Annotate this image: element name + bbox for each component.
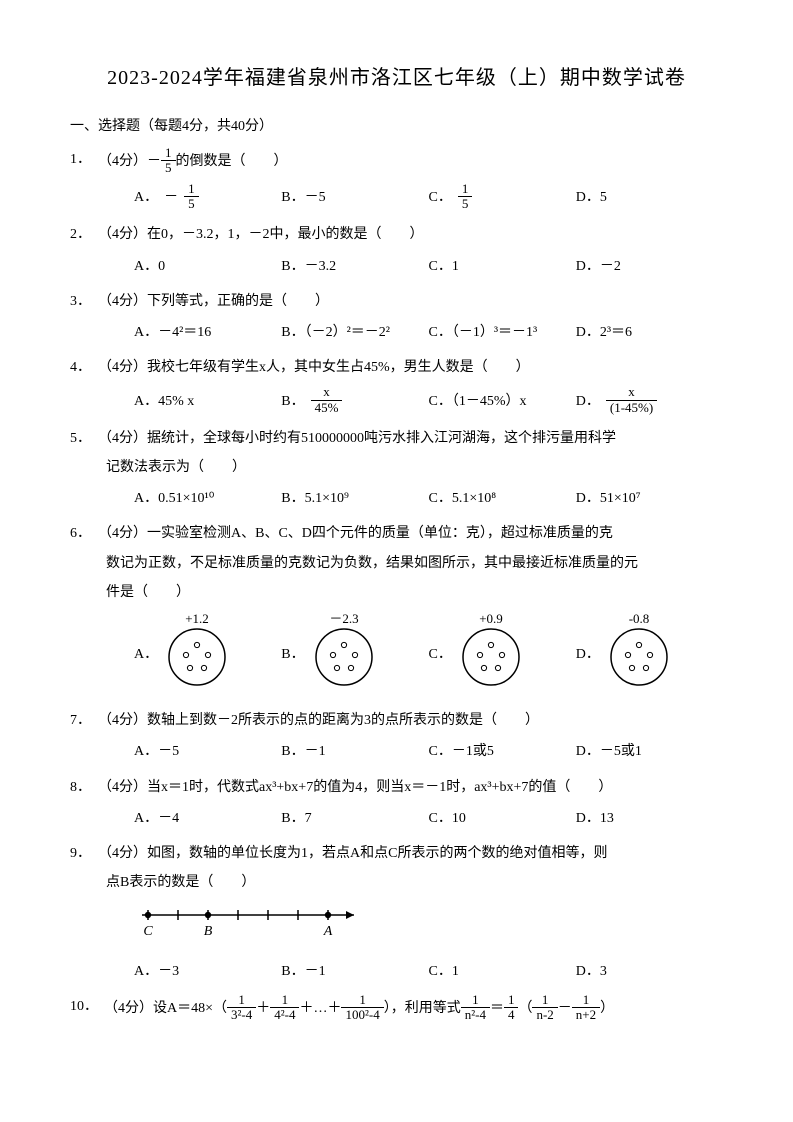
- q3-opt-a: A．－4²＝16: [134, 320, 281, 345]
- q1-opt-b: B．－5: [281, 183, 428, 213]
- q7-opt-c: C．－1或5: [429, 739, 576, 764]
- q10-number: 10．: [70, 994, 104, 1024]
- q9-opt-b: B．－1: [281, 959, 428, 984]
- q5-opt-d: D．51×10⁷: [576, 486, 723, 511]
- q6-options: A． +1.2 B． －2.3 C． +0.9 D． -0.8: [134, 611, 723, 698]
- section-1-header: 一、选择题（每题4分，共40分）: [70, 114, 723, 139]
- q10-stem: （4分）设A＝48×（13²-4＋14²-4＋…＋1100²-4），利用等式1n…: [104, 994, 723, 1024]
- question-4: 4． （4分）我校七年级有学生x人，其中女生占45%，男生人数是（ ）: [70, 355, 723, 380]
- q2-options: A．0 B．－3.2 C．1 D．－2: [134, 254, 723, 279]
- q8-stem: （4分）当x＝1时，代数式ax³+bx+7的值为4，则当x＝－1时，ax³+bx…: [98, 775, 723, 800]
- q2-opt-b: B．－3.2: [281, 254, 428, 279]
- q7-opt-b: B．－1: [281, 739, 428, 764]
- q6-opt-a: A． +1.2: [134, 611, 281, 698]
- q6-opt-c: C． +0.9: [429, 611, 576, 698]
- q6-opt-d: D． -0.8: [576, 611, 723, 698]
- q1-opt-a: A．－15: [134, 183, 281, 213]
- q4-opt-c: C．（1－45%）x: [429, 386, 576, 416]
- q9-stem: （4分）如图，数轴的单位长度为1，若点A和点C所表示的两个数的绝对值相等，则: [98, 841, 723, 866]
- q8-opt-c: C．10: [429, 806, 576, 831]
- q8-number: 8．: [70, 775, 98, 800]
- dial-a-label: +1.2: [185, 611, 209, 626]
- q1-opt-c: C．15: [429, 183, 576, 213]
- question-10: 10． （4分）设A＝48×（13²-4＋14²-4＋…＋1100²-4），利用…: [70, 994, 723, 1024]
- q3-opt-b: B．（－2）²＝－2²: [281, 320, 428, 345]
- q8-opt-d: D．13: [576, 806, 723, 831]
- question-7: 7． （4分）数轴上到数－2所表示的点的距离为3的点所表示的数是（ ）: [70, 708, 723, 733]
- page-title: 2023-2024学年福建省泉州市洛江区七年级（上）期中数学试卷: [70, 60, 723, 96]
- svg-text:-0.8: -0.8: [629, 611, 650, 626]
- q9-cont: 点B表示的数是（ ）: [106, 870, 723, 895]
- q9-opt-c: C．1: [429, 959, 576, 984]
- q5-opt-c: C．5.1×10⁸: [429, 486, 576, 511]
- q1-points: （4分）: [98, 154, 147, 169]
- svg-text:A: A: [323, 924, 333, 939]
- svg-text:+0.9: +0.9: [479, 611, 503, 626]
- q4-opt-b: B．x45%: [281, 386, 428, 416]
- q6-stem: （4分）一实验室检测A、B、C、D四个元件的质量（单位：克），超过标准质量的克: [98, 521, 723, 546]
- dial-c: +0.9: [458, 611, 524, 698]
- q5-number: 5．: [70, 426, 98, 451]
- question-6: 6． （4分）一实验室检测A、B、C、D四个元件的质量（单位：克），超过标准质量…: [70, 521, 723, 546]
- q9-opt-a: A．－3: [134, 959, 281, 984]
- q3-number: 3．: [70, 289, 98, 314]
- q1-number: 1．: [70, 147, 98, 177]
- q7-options: A．－5 B．－1 C．－1或5 D．－5或1: [134, 739, 723, 764]
- question-2: 2． （4分）在0，－3.2，1，－2中，最小的数是（ ）: [70, 222, 723, 247]
- q5-opt-b: B．5.1×10⁹: [281, 486, 428, 511]
- q3-stem: （4分）下列等式，正确的是（ ）: [98, 289, 723, 314]
- q1-neg: －: [147, 154, 161, 169]
- q9-opt-d: D．3: [576, 959, 723, 984]
- q4-options: A．45% x B．x45% C．（1－45%）x D．x(1-45%): [134, 386, 723, 416]
- question-1: 1． （4分）－15的倒数是（ ）: [70, 147, 723, 177]
- dial-a: +1.2: [164, 611, 230, 698]
- dial-b: －2.3: [311, 611, 377, 698]
- q2-stem: （4分）在0，－3.2，1，－2中，最小的数是（ ）: [98, 222, 723, 247]
- q9-number: 9．: [70, 841, 98, 866]
- dial-d: -0.8: [606, 611, 672, 698]
- q7-opt-a: A．－5: [134, 739, 281, 764]
- q2-opt-d: D．－2: [576, 254, 723, 279]
- question-9: 9． （4分）如图，数轴的单位长度为1，若点A和点C所表示的两个数的绝对值相等，…: [70, 841, 723, 866]
- q8-opt-b: B．7: [281, 806, 428, 831]
- q5-cont: 记数法表示为（ ）: [106, 455, 723, 480]
- q6-cont2: 件是（ ）: [106, 580, 723, 605]
- q2-number: 2．: [70, 222, 98, 247]
- q6-cont1: 数记为正数，不足标准质量的克数记为负数，结果如图所示，其中最接近标准质量的元: [106, 551, 723, 576]
- q8-opt-a: A．－4: [134, 806, 281, 831]
- q2-opt-c: C．1: [429, 254, 576, 279]
- question-8: 8． （4分）当x＝1时，代数式ax³+bx+7的值为4，则当x＝－1时，ax³…: [70, 775, 723, 800]
- q7-stem: （4分）数轴上到数－2所表示的点的距离为3的点所表示的数是（ ）: [98, 708, 723, 733]
- q3-opt-c: C．（－1）³＝－1³: [429, 320, 576, 345]
- q5-options: A．0.51×10¹⁰ B．5.1×10⁹ C．5.1×10⁸ D．51×10⁷: [134, 486, 723, 511]
- svg-text:B: B: [204, 924, 213, 939]
- q5-opt-a: A．0.51×10¹⁰: [134, 486, 281, 511]
- q6-number: 6．: [70, 521, 98, 546]
- q4-stem: （4分）我校七年级有学生x人，其中女生占45%，男生人数是（ ）: [98, 355, 723, 380]
- q4-number: 4．: [70, 355, 98, 380]
- q2-opt-a: A．0: [134, 254, 281, 279]
- q1-stem: （4分）－15的倒数是（ ）: [98, 147, 723, 177]
- q7-opt-d: D．－5或1: [576, 739, 723, 764]
- q6-opt-b: B． －2.3: [281, 611, 428, 698]
- q9-numberline: C B A: [134, 901, 723, 952]
- q1-fraction: 15: [161, 146, 176, 176]
- q8-options: A．－4 B．7 C．10 D．13: [134, 806, 723, 831]
- q1-opt-d: D．5: [576, 183, 723, 213]
- q3-options: A．－4²＝16 B．（－2）²＝－2² C．（－1）³＝－1³ D．2³＝6: [134, 320, 723, 345]
- svg-text:C: C: [143, 924, 153, 939]
- question-3: 3． （4分）下列等式，正确的是（ ）: [70, 289, 723, 314]
- q3-opt-d: D．2³＝6: [576, 320, 723, 345]
- q9-options: A．－3 B．－1 C．1 D．3: [134, 959, 723, 984]
- q5-stem: （4分）据统计，全球每小时约有510000000吨污水排入江河湖海，这个排污量用…: [98, 426, 723, 451]
- q7-number: 7．: [70, 708, 98, 733]
- q1-tail: 的倒数是（ ）: [176, 154, 288, 169]
- q1-options: A．－15 B．－5 C．15 D．5: [134, 183, 723, 213]
- svg-text:－2.3: －2.3: [329, 611, 358, 626]
- question-5: 5． （4分）据统计，全球每小时约有510000000吨污水排入江河湖海，这个排…: [70, 426, 723, 451]
- q4-opt-a: A．45% x: [134, 386, 281, 416]
- q4-opt-d: D．x(1-45%): [576, 386, 723, 416]
